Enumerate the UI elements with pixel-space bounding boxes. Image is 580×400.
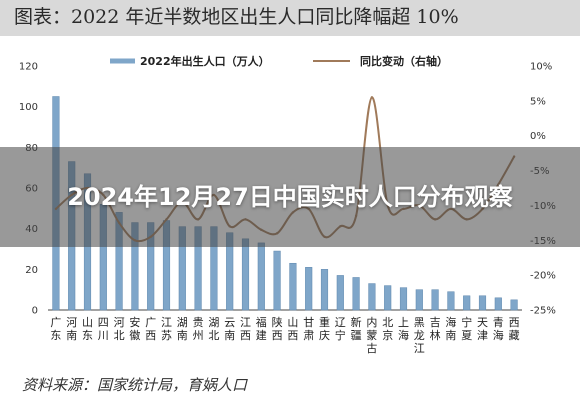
category-label: 广 <box>145 316 156 329</box>
category-label: 南 <box>445 329 456 342</box>
chart: 2022年出生人口（万人） 同比变动（右轴） 020406080100120-2… <box>19 54 556 355</box>
category-label: 建 <box>256 328 267 342</box>
category-label: 宁 <box>335 328 346 342</box>
left-tick-label: 120 <box>19 62 38 73</box>
category-label: 夏 <box>461 329 472 342</box>
category-label: 山 <box>82 316 93 329</box>
category-label: 青 <box>493 316 504 329</box>
bar <box>305 267 313 311</box>
legend-bar-label: 2022年出生人口（万人） <box>140 54 270 68</box>
category-label: 海 <box>445 315 456 329</box>
bar <box>257 242 265 311</box>
bar <box>368 283 376 311</box>
bar <box>415 289 423 311</box>
category-label: 贵 <box>193 316 204 329</box>
category-label: 上 <box>398 316 409 329</box>
category-label: 海 <box>493 328 504 342</box>
category-label: 海 <box>398 328 409 342</box>
left-tick-label: 20 <box>25 265 38 276</box>
category-label: 西 <box>145 329 156 342</box>
category-label: 天 <box>477 316 488 329</box>
category-label: 湖 <box>208 316 219 329</box>
category-label: 肃 <box>303 329 314 342</box>
category-label: 苏 <box>161 329 172 342</box>
right-tick-label: -25% <box>530 306 556 317</box>
category-label: 新 <box>351 315 362 329</box>
category-label: 南 <box>66 329 77 342</box>
headline-title: 2024年12月27日中国实时人口分布观察 <box>67 183 513 211</box>
category-label: 西 <box>287 329 298 342</box>
category-label: 内 <box>366 315 377 329</box>
right-tick-label: 5% <box>530 96 546 107</box>
category-label: 庆 <box>319 328 330 342</box>
left-tick-label: 0 <box>32 306 38 317</box>
category-label: 江 <box>414 342 425 355</box>
right-tick-label: 10% <box>530 62 552 73</box>
category-label: 甘 <box>303 316 314 329</box>
category-label: 江 <box>161 316 172 329</box>
category-label: 福 <box>256 315 267 329</box>
category-label: 南 <box>224 329 235 342</box>
category-label: 四 <box>98 316 109 329</box>
category-label: 河 <box>114 316 125 329</box>
category-label: 古 <box>366 342 377 355</box>
category-label: 北 <box>208 329 219 342</box>
bar <box>478 295 487 311</box>
category-label: 龙 <box>414 329 425 342</box>
category-label: 州 <box>193 329 204 342</box>
category-label: 西 <box>240 329 251 342</box>
right-tick-label: 0% <box>530 131 546 142</box>
category-label: 重 <box>319 315 330 329</box>
category-label: 黑 <box>414 316 425 329</box>
line-point <box>370 96 374 99</box>
bar <box>336 275 344 311</box>
bar <box>352 277 360 311</box>
category-label: 西 <box>509 316 520 329</box>
bar <box>431 289 439 311</box>
category-label: 北 <box>114 329 125 342</box>
bar <box>289 262 297 311</box>
category-label: 山 <box>287 316 298 329</box>
legend: 2022年出生人口（万人） 同比变动（右轴） <box>110 54 448 68</box>
bar <box>399 287 408 311</box>
category-label: 东 <box>50 329 61 342</box>
category-label: 宁 <box>461 315 472 329</box>
right-tick-label: -20% <box>530 271 556 282</box>
category-label: 藏 <box>509 329 520 342</box>
category-label: 东 <box>82 329 93 342</box>
category-label: 北 <box>382 316 393 329</box>
category-label: 西 <box>272 329 283 342</box>
source-note: 资料来源：国家统计局，育娲人口 <box>22 376 248 394</box>
left-tick-label: 100 <box>19 102 38 113</box>
bar <box>320 269 329 311</box>
category-label: 徽 <box>129 328 140 342</box>
headline-overlay: 2024年12月27日中国实时人口分布观察 <box>0 147 580 247</box>
bar <box>241 238 250 311</box>
bar <box>273 250 281 311</box>
bar <box>510 299 518 311</box>
category-label: 京 <box>382 328 393 342</box>
figure-title: 图表：2022 年近半数地区出生人口同比降幅超 10% <box>0 0 580 36</box>
category-label: 津 <box>477 329 488 342</box>
category-label: 疆 <box>351 329 362 342</box>
category-labels: 广东河南山东四川河北安徽广西江苏湖南贵州湖北云南江西福建陕西山西甘肃重庆辽宁新疆… <box>50 315 519 355</box>
category-label: 南 <box>177 329 188 342</box>
bar <box>384 285 392 311</box>
category-label: 安 <box>129 315 140 329</box>
bar <box>447 291 455 311</box>
category-label: 江 <box>240 316 251 329</box>
bar <box>494 297 502 311</box>
category-label: 吉 <box>430 316 441 329</box>
category-label: 林 <box>430 328 441 342</box>
category-label: 河 <box>66 316 77 329</box>
category-label: 辽 <box>335 316 346 329</box>
legend-line-label: 同比变动（右轴） <box>360 54 448 68</box>
category-label: 湖 <box>177 316 188 329</box>
category-label: 陕 <box>272 315 283 329</box>
category-label: 川 <box>98 329 109 342</box>
category-label: 广 <box>50 316 61 329</box>
category-label: 蒙 <box>366 329 377 342</box>
bar <box>463 295 471 311</box>
category-label: 云 <box>224 316 235 329</box>
